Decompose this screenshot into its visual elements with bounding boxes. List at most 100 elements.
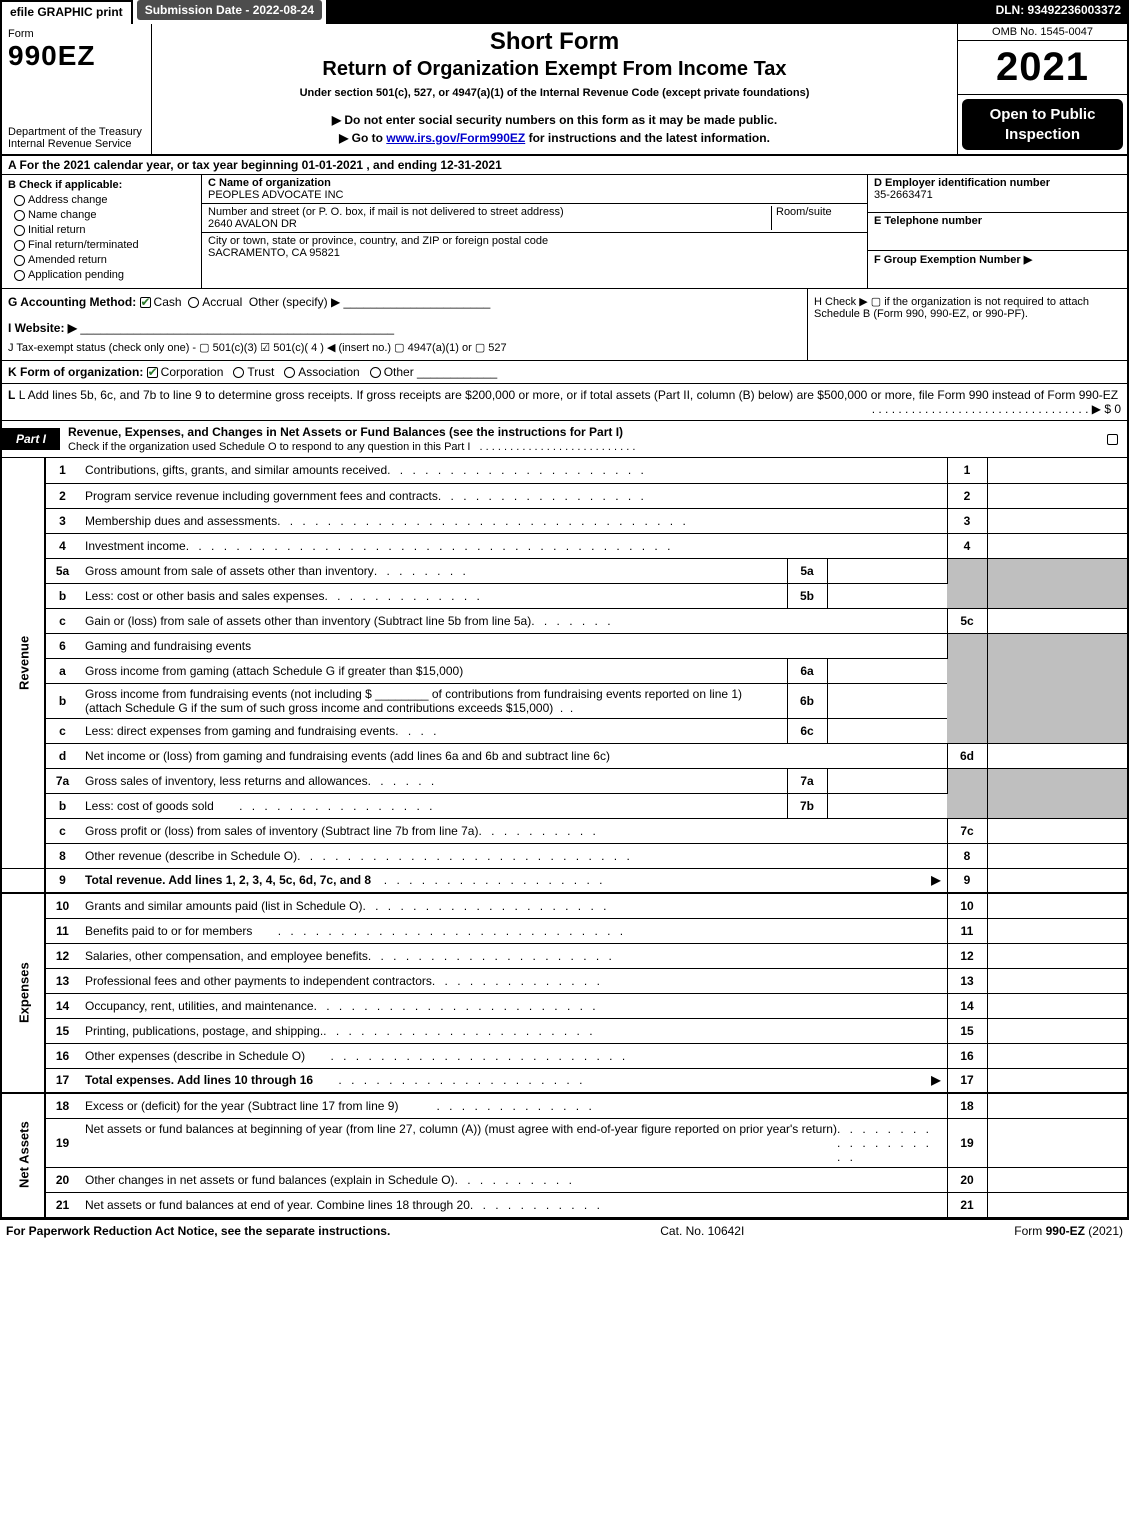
footer-right-b: 990-EZ (1046, 1224, 1085, 1238)
ln-11: 11 (45, 918, 79, 943)
dln-label: DLN: 93492236003372 (988, 0, 1129, 24)
chk-corp[interactable] (147, 367, 158, 378)
efile-print-button[interactable]: efile GRAPHIC print (0, 0, 133, 24)
line-6b-text1: Gross income from fundraising events (no… (85, 687, 372, 701)
row-gh: G Accounting Method: Cash Accrual Other … (2, 289, 1127, 361)
chk-initial-return[interactable]: Initial return (14, 224, 195, 236)
line-5b-text: Less: cost or other basis and sales expe… (85, 589, 324, 603)
midval-5a (827, 558, 947, 583)
midval-6b (827, 683, 947, 718)
ln-5a: 5a (45, 558, 79, 583)
c-label: C Name of organization (208, 177, 331, 189)
shade-6 (947, 633, 987, 743)
chk-trust[interactable] (233, 367, 244, 378)
org-name: PEOPLES ADVOCATE INC (208, 189, 344, 201)
ln-2: 2 (45, 483, 79, 508)
line-8-text: Other revenue (describe in Schedule O) (85, 849, 297, 863)
ln-6: 6 (45, 633, 79, 658)
val-15 (987, 1018, 1127, 1043)
chk-name-change[interactable]: Name change (14, 209, 195, 221)
l-row: L L Add lines 5b, 6c, and 7b to line 9 t… (2, 384, 1127, 421)
line-17-text: Total expenses. Add lines 10 through 16 (85, 1073, 313, 1087)
num-9: 9 (947, 868, 987, 893)
header-right: OMB No. 1545-0047 2021 Open to Public In… (957, 24, 1127, 154)
street-label: Number and street (or P. O. box, if mail… (208, 206, 564, 218)
line-7a-text: Gross sales of inventory, less returns a… (85, 774, 368, 788)
line-6-text: Gaming and fundraising events (79, 633, 947, 658)
ln-12: 12 (45, 943, 79, 968)
num-4: 4 (947, 533, 987, 558)
ln-6b: b (45, 683, 79, 718)
l-text: L Add lines 5b, 6c, and 7b to line 9 to … (19, 388, 1118, 402)
mid-6b: 6b (787, 683, 827, 718)
chk-cash[interactable] (140, 297, 151, 308)
line-7c-text: Gross profit or (loss) from sales of inv… (85, 824, 478, 838)
val-19 (987, 1118, 1127, 1167)
h-row: H Check ▶ ▢ if the organization is not r… (807, 289, 1127, 360)
e-label: E Telephone number (874, 215, 982, 227)
revenue-expense-table: Revenue 1 Contributions, gifts, grants, … (2, 458, 1127, 1218)
val-16 (987, 1043, 1127, 1068)
part-i-checkbox[interactable] (1107, 434, 1118, 445)
val-18 (987, 1093, 1127, 1118)
num-19: 19 (947, 1118, 987, 1167)
bullet2-post: for instructions and the latest informat… (525, 131, 770, 145)
chk-accrual[interactable] (188, 297, 199, 308)
shade-5ab-val (987, 558, 1127, 608)
mid-6c: 6c (787, 718, 827, 743)
ln-6d: d (45, 743, 79, 768)
num-7c: 7c (947, 818, 987, 843)
part-i-header: Part I Revenue, Expenses, and Changes in… (2, 421, 1127, 458)
line-7b-text: Less: cost of goods sold (85, 799, 214, 813)
top-bar: efile GRAPHIC print Submission Date - 20… (0, 0, 1129, 24)
line-16-text: Other expenses (describe in Schedule O) (85, 1049, 305, 1063)
val-9 (987, 868, 1127, 893)
num-5c: 5c (947, 608, 987, 633)
chk-final-return[interactable]: Final return/terminated (14, 239, 195, 251)
num-16: 16 (947, 1043, 987, 1068)
chk-application-pending[interactable]: Application pending (14, 269, 195, 281)
val-14 (987, 993, 1127, 1018)
submission-date-button[interactable]: Submission Date - 2022-08-24 (137, 0, 322, 20)
line-6a-text: Gross income from gaming (attach Schedul… (79, 658, 787, 683)
ln-20: 20 (45, 1167, 79, 1192)
mid-5a: 5a (787, 558, 827, 583)
midval-5b (827, 583, 947, 608)
ln-9: 9 (45, 868, 79, 893)
val-6d (987, 743, 1127, 768)
line-6c-text: Less: direct expenses from gaming and fu… (85, 724, 395, 738)
col-b: B Check if applicable: Address change Na… (2, 175, 202, 288)
irs-link[interactable]: www.irs.gov/Form990EZ (386, 131, 525, 145)
line-2-text: Program service revenue including govern… (85, 489, 438, 503)
line-10-text: Grants and similar amounts paid (list in… (85, 899, 362, 913)
num-8: 8 (947, 843, 987, 868)
val-4 (987, 533, 1127, 558)
chk-address-change[interactable]: Address change (14, 194, 195, 206)
line-21-text: Net assets or fund balances at end of ye… (85, 1198, 470, 1212)
num-6d: 6d (947, 743, 987, 768)
side-netassets: Net Assets (2, 1093, 45, 1217)
val-2 (987, 483, 1127, 508)
line-9-text: Total revenue. Add lines 1, 2, 3, 4, 5c,… (85, 873, 371, 887)
line-5c-text: Gain or (loss) from sale of assets other… (85, 614, 531, 628)
section-bcdef: B Check if applicable: Address change Na… (2, 175, 1127, 289)
chk-assoc[interactable] (284, 367, 295, 378)
title-return: Return of Organization Exempt From Incom… (322, 58, 786, 81)
ln-5c: c (45, 608, 79, 633)
num-20: 20 (947, 1167, 987, 1192)
footer-catno: Cat. No. 10642I (660, 1224, 744, 1238)
line-14-text: Occupancy, rent, utilities, and maintena… (85, 999, 314, 1013)
num-2: 2 (947, 483, 987, 508)
val-3 (987, 508, 1127, 533)
line-12-text: Salaries, other compensation, and employ… (85, 949, 368, 963)
chk-amended-return[interactable]: Amended return (14, 254, 195, 266)
num-12: 12 (947, 943, 987, 968)
bullet2-pre: ▶ Go to (339, 131, 386, 145)
ein-value: 35-2663471 (874, 189, 933, 201)
ln-5b: b (45, 583, 79, 608)
g-row: G Accounting Method: Cash Accrual Other … (8, 295, 801, 309)
shade-6-val (987, 633, 1127, 743)
chk-other-org[interactable] (370, 367, 381, 378)
ln-3: 3 (45, 508, 79, 533)
row-a-taxyear: A For the 2021 calendar year, or tax yea… (2, 156, 1127, 175)
